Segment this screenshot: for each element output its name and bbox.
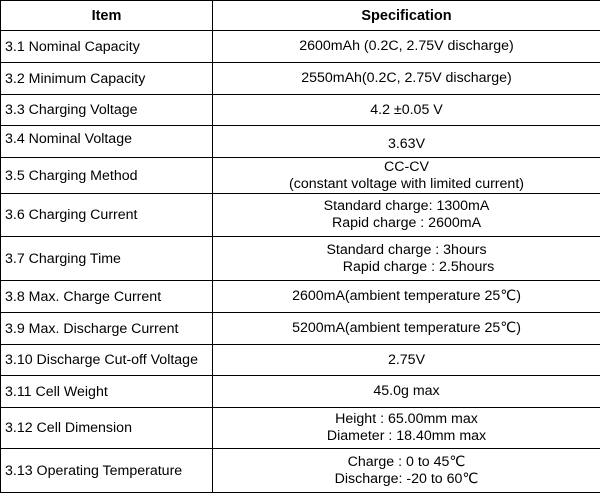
spec-cell: 5200mA(ambient temperature 25℃)	[212, 312, 600, 345]
spec-line: Height : 65.00mm max	[335, 411, 478, 427]
spec-cell: CC-CV (constant voltage with limited cur…	[212, 157, 600, 194]
spec-cell: Standard charge: 1300mA Rapid charge : 2…	[212, 193, 600, 237]
spec-cell: 2600mAh (0.2C, 2.75V discharge)	[212, 30, 600, 63]
spec-cell: 4.2 ±0.05 V	[212, 94, 600, 126]
spec-line: CC-CV	[384, 158, 429, 175]
table-row: 3.5 Charging Method CC-CV (constant volt…	[0, 157, 600, 194]
spec-cell: 2.75V	[212, 344, 600, 376]
spec-line: Standard charge : 3hours	[326, 241, 487, 258]
spec-cell: 2600mA(ambient temperature 25℃)	[212, 280, 600, 313]
table-row: 3.13 Operating Temperature Charge : 0 to…	[0, 448, 600, 493]
spec-cell: Height : 65.00mm max Diameter : 18.40mm …	[212, 407, 600, 449]
table-row: 3.7 Charging Time Standard charge : 3hou…	[0, 236, 600, 281]
item-cell: 3.10 Discharge Cut-off Voltage	[0, 344, 213, 376]
spec-line: Discharge: -20 to 60℃	[334, 470, 479, 487]
spec-line: Rapid charge : 2.5hours	[342, 258, 495, 275]
item-cell: 3.3 Charging Voltage	[0, 94, 213, 126]
spec-line: Standard charge: 1300mA	[323, 198, 490, 214]
table-row: 3.10 Discharge Cut-off Voltage 2.75V	[0, 344, 600, 376]
item-cell: 3.6 Charging Current	[0, 193, 213, 237]
spec-cell: 3.63V	[212, 125, 600, 158]
table-row: 3.2 Minimum Capacity 2550mAh(0.2C, 2.75V…	[0, 62, 600, 95]
item-cell: 3.1 Nominal Capacity	[0, 30, 213, 63]
table-row: 3.11 Cell Weight 45.0g max	[0, 375, 600, 408]
table-header-row: Item Specification	[0, 0, 600, 31]
spec-line: Charge : 0 to 45℃	[347, 453, 466, 470]
item-cell: 3.4 Nominal Voltage	[0, 125, 213, 158]
item-cell: 3.11 Cell Weight	[0, 375, 213, 408]
item-cell: 3.13 Operating Temperature	[0, 448, 213, 493]
spec-cell: Charge : 0 to 45℃ Discharge: -20 to 60℃	[212, 448, 600, 493]
table-row: 3.3 Charging Voltage 4.2 ±0.05 V	[0, 94, 600, 126]
table-row: 3.6 Charging Current Standard charge: 13…	[0, 193, 600, 237]
table-row: 3.12 Cell Dimension Height : 65.00mm max…	[0, 407, 600, 449]
spec-line: Diameter : 18.40mm max	[326, 428, 487, 444]
spec-cell: 45.0g max	[212, 375, 600, 408]
item-cell: 3.8 Max. Charge Current	[0, 280, 213, 313]
spec-line: (constant voltage with limited current)	[289, 175, 524, 192]
table-row: 3.1 Nominal Capacity 2600mAh (0.2C, 2.75…	[0, 30, 600, 63]
item-cell: 3.2 Minimum Capacity	[0, 62, 213, 95]
spec-line: Rapid charge : 2600mA	[331, 215, 482, 231]
item-cell: 3.12 Cell Dimension	[0, 407, 213, 449]
item-cell: 3.7 Charging Time	[0, 236, 213, 281]
table-row: 3.9 Max. Discharge Current 5200mA(ambien…	[0, 312, 600, 345]
spec-cell: 2550mAh(0.2C, 2.75V discharge)	[212, 62, 600, 95]
table-row: 3.8 Max. Charge Current 2600mA(ambient t…	[0, 280, 600, 313]
item-cell: 3.5 Charging Method	[0, 157, 213, 194]
header-item: Item	[0, 0, 213, 31]
spec-cell: Standard charge : 3hours Rapid charge : …	[212, 236, 600, 281]
table-row: 3.4 Nominal Voltage 3.63V	[0, 125, 600, 158]
header-specification: Specification	[212, 0, 600, 31]
item-cell: 3.9 Max. Discharge Current	[0, 312, 213, 345]
